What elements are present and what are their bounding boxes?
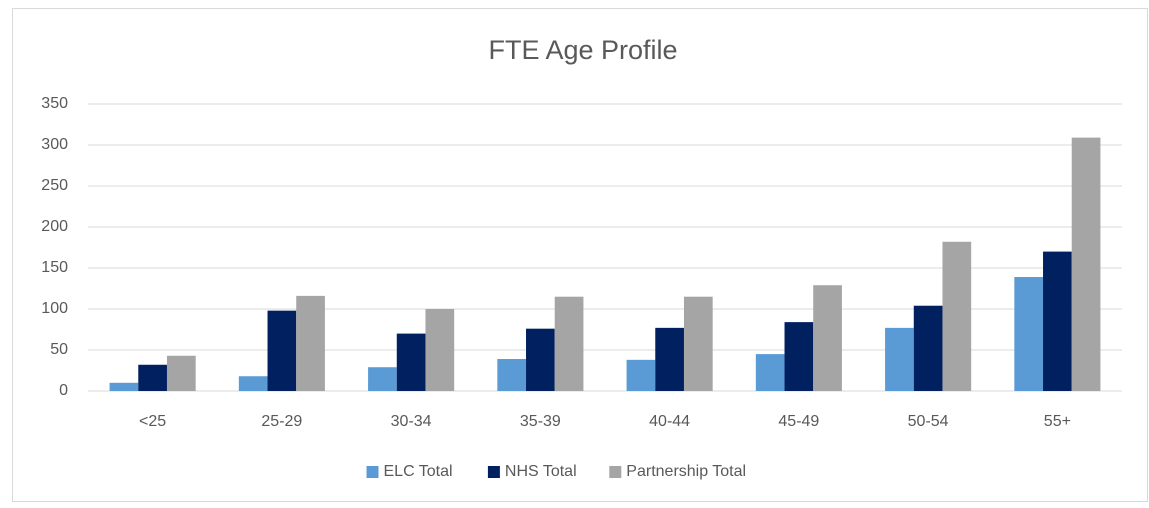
legend-swatch (366, 466, 379, 478)
x-tick-label: <25 (139, 413, 166, 430)
bar (1014, 277, 1044, 391)
legend-swatch (609, 466, 622, 478)
legend-label: NHS Total (505, 463, 577, 480)
chart-border (12, 8, 1148, 502)
bar (166, 355, 196, 391)
bar (497, 359, 527, 391)
y-tick-label: 200 (41, 218, 68, 235)
bar (554, 296, 584, 391)
bar (655, 327, 684, 391)
bar (1043, 251, 1072, 391)
y-tick-label: 250 (41, 177, 68, 194)
bar (238, 376, 268, 391)
bar (267, 310, 297, 391)
chart-title: FTE Age Profile (488, 35, 677, 65)
x-tick-label: 25-29 (261, 413, 302, 430)
y-tick-label: 350 (41, 95, 68, 112)
legend-label: Partnership Total (626, 463, 746, 480)
legend-swatch (487, 466, 500, 478)
bar (683, 296, 713, 391)
x-tick-label: 35-39 (520, 413, 561, 430)
y-tick-label: 0 (59, 382, 68, 399)
bar (425, 309, 455, 391)
bar (626, 359, 656, 391)
bar (1071, 137, 1101, 391)
bar (396, 333, 426, 391)
bar (138, 364, 167, 391)
bar (885, 327, 914, 391)
legend-label: ELC Total (384, 463, 453, 480)
x-tick-label: 45-49 (778, 413, 819, 430)
y-tick-label: 50 (50, 341, 68, 358)
x-tick-label: 40-44 (649, 413, 690, 430)
bar (368, 367, 397, 391)
x-tick-label: 30-34 (391, 413, 432, 430)
bar (913, 305, 943, 391)
x-tick-label: 50-54 (908, 413, 949, 430)
bar (942, 241, 972, 391)
bar (784, 322, 814, 391)
y-tick-label: 300 (41, 136, 68, 153)
bar (526, 328, 555, 391)
y-tick-label: 150 (41, 259, 68, 276)
bar (296, 295, 325, 391)
y-tick-label: 100 (41, 300, 68, 317)
bar (109, 382, 139, 391)
bar (755, 354, 785, 391)
bar (813, 285, 842, 391)
x-tick-label: 55+ (1044, 413, 1071, 430)
